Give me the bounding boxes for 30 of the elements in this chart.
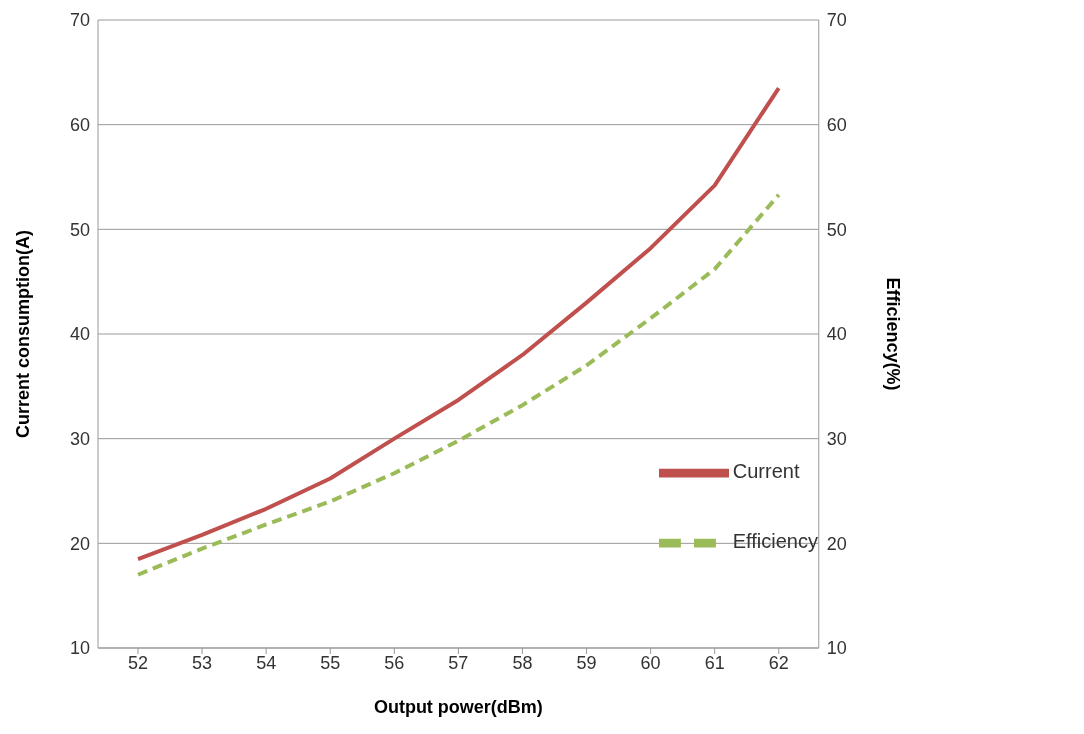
x-axis-title: Output power(dBm)	[373, 697, 543, 717]
y-axis-title: Current consumption(A)	[13, 230, 34, 438]
y2-tick-label: 10	[826, 638, 847, 659]
y-tick-label: 70	[69, 10, 90, 31]
y-tick-label: 20	[69, 533, 90, 554]
x-tick-label: 58	[512, 652, 533, 673]
x-tick-label: 56	[384, 652, 405, 673]
y2-tick-label: 20	[826, 533, 847, 554]
x-tick-label: 55	[320, 652, 341, 673]
y-tick-label: 40	[69, 324, 90, 345]
x-tick-label: 60	[640, 652, 661, 673]
x-tick-label: 52	[127, 652, 149, 673]
legend-label: Efficiency	[732, 530, 818, 553]
y2-tick-label: 50	[826, 219, 847, 240]
x-tick-label: 53	[192, 652, 213, 673]
x-tick-label: 61	[704, 652, 725, 673]
y-tick-label: 50	[69, 219, 90, 240]
y2-tick-label: 40	[826, 324, 847, 345]
legend-label: Current	[732, 460, 800, 483]
x-tick-label: 62	[768, 652, 789, 673]
y2-axis-title: Efficiency(%)	[883, 277, 904, 391]
y2-tick-label: 30	[826, 429, 847, 450]
y2-tick-label: 70	[826, 10, 847, 31]
x-tick-label: 59	[576, 652, 597, 673]
x-tick-label: 57	[448, 652, 469, 673]
y-tick-label: 60	[69, 115, 90, 136]
y-tick-label: 30	[69, 429, 90, 450]
x-tick-label: 54	[256, 652, 277, 673]
y2-tick-label: 60	[826, 115, 847, 136]
y-tick-label: 10	[69, 638, 90, 659]
